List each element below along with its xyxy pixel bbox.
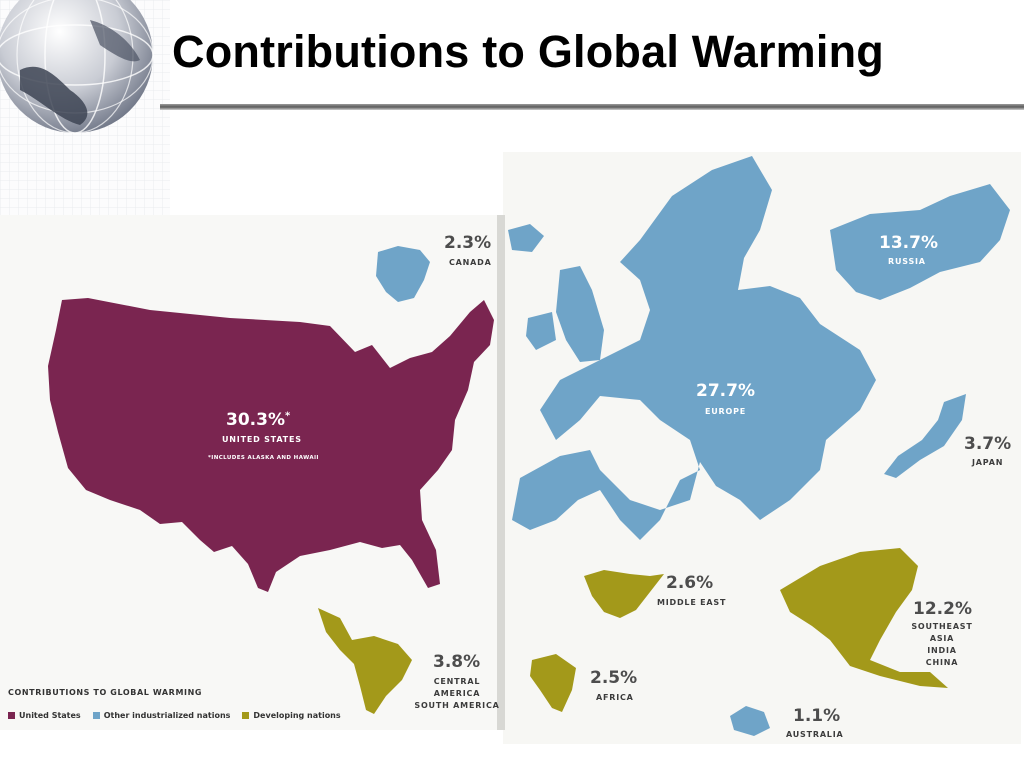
canada-label: CANADA — [449, 258, 492, 267]
latam-label: CENTRAL AMERICA SOUTH AMERICA — [413, 676, 501, 712]
canada-percent: 2.3% — [444, 233, 492, 253]
middle-east-label: MIDDLE EAST — [657, 598, 727, 607]
us-label: UNITED STATES — [222, 435, 302, 444]
region-australia — [730, 706, 770, 736]
region-iceland — [508, 224, 544, 252]
region-europe — [512, 156, 876, 540]
page-title: Contributions to Global Warming — [172, 26, 884, 77]
middle-east-percent: 2.6% — [666, 573, 714, 593]
seasia-label-line: SOUTHEAST ASIA — [911, 622, 973, 643]
globe-icon — [0, 0, 154, 134]
region-seasia — [780, 548, 948, 688]
legend-item-developing: Developing nations — [242, 711, 341, 720]
seasia-label-line: INDIA — [927, 646, 957, 655]
region-middle-east — [584, 570, 664, 618]
australia-percent: 1.1% — [793, 706, 841, 726]
seasia-label: SOUTHEAST ASIA INDIA CHINA — [902, 621, 982, 669]
legend-item-industrialized: Other industrialized nations — [92, 711, 231, 720]
australia-label: AUSTRALIA — [786, 730, 844, 739]
legend-label: Other industrialized nations — [103, 711, 231, 720]
legend-title: CONTRIBUTIONS TO GLOBAL WARMING — [8, 688, 203, 697]
russia-percent: 13.7% — [879, 233, 938, 253]
us-percent: 30.3%* — [226, 410, 291, 430]
region-japan — [884, 394, 966, 478]
region-ireland — [526, 312, 556, 350]
africa-percent: 2.5% — [590, 668, 638, 688]
latam-label-line: CENTRAL AMERICA — [433, 677, 481, 698]
seasia-percent: 12.2% — [913, 599, 972, 619]
seasia-label-line: CHINA — [925, 658, 959, 667]
russia-label: RUSSIA — [888, 257, 926, 266]
legend-swatch — [242, 712, 250, 719]
region-latam — [318, 608, 412, 714]
region-canada — [376, 246, 430, 302]
us-note: *INCLUDES ALASKA AND HAWAII — [208, 455, 319, 461]
legend-label: United States — [19, 711, 81, 720]
europe-label: EUROPE — [705, 407, 747, 416]
region-africa — [530, 654, 576, 712]
latam-percent: 3.8% — [433, 652, 481, 672]
japan-percent: 3.7% — [964, 434, 1012, 454]
africa-label: AFRICA — [596, 693, 634, 702]
region-russia — [830, 184, 1010, 300]
legend-swatch — [92, 712, 100, 719]
legend-swatch — [8, 712, 15, 719]
legend: United States Other industrialized natio… — [8, 711, 341, 720]
region-us — [48, 298, 494, 592]
legend-item-us: United States — [8, 711, 81, 720]
title-divider — [160, 104, 1024, 110]
europe-percent: 27.7% — [696, 381, 755, 401]
legend-label: Developing nations — [253, 711, 341, 720]
japan-label: JAPAN — [972, 458, 1004, 467]
latam-label-line: SOUTH AMERICA — [414, 701, 500, 710]
region-uk — [556, 266, 604, 362]
